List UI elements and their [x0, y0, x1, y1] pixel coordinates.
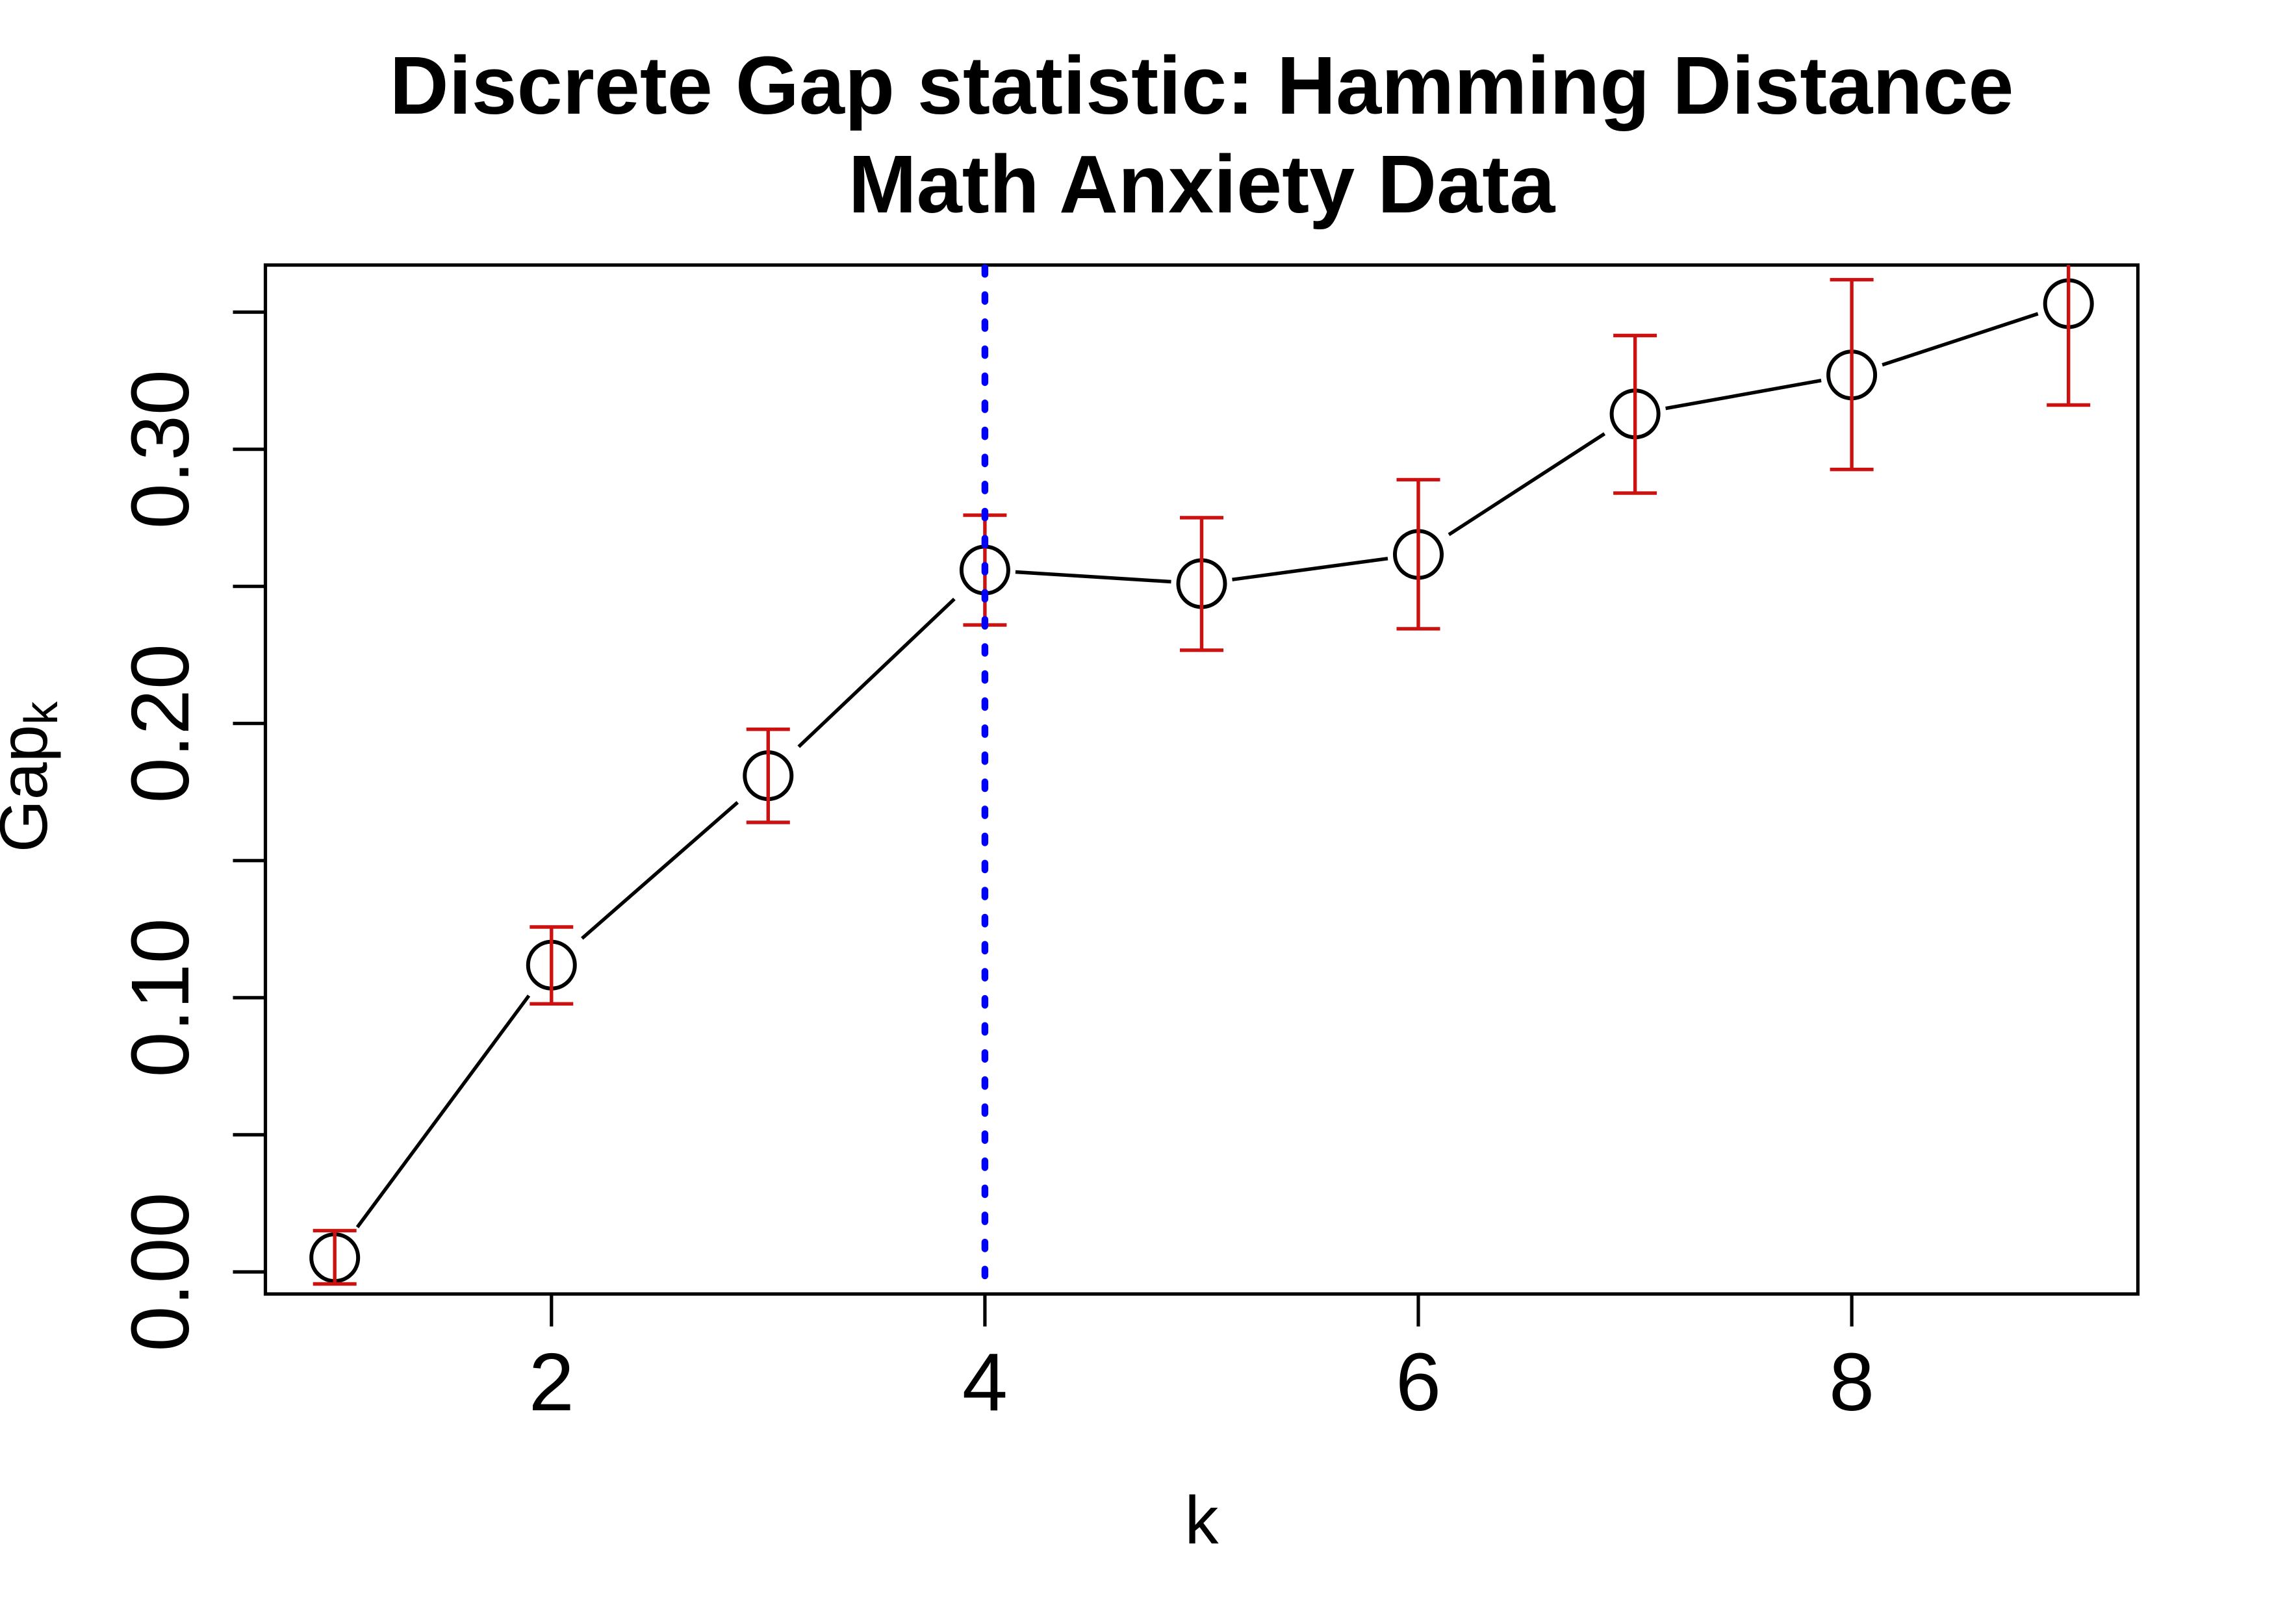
svg-text:0.30: 0.30	[114, 370, 206, 529]
svg-text:Math Anxiety Data: Math Anxiety Data	[849, 138, 1555, 230]
svg-text:8: 8	[1829, 1336, 1874, 1428]
svg-text:Discrete Gap statistic: Hammin: Discrete Gap statistic: Hamming Distance	[390, 40, 2014, 131]
svg-text:0.10: 0.10	[114, 918, 206, 1077]
svg-text:Gapk: Gapk	[0, 701, 68, 853]
svg-text:6: 6	[1396, 1336, 1441, 1428]
svg-text:k: k	[1185, 1483, 1220, 1558]
svg-text:0.00: 0.00	[114, 1192, 206, 1351]
svg-text:0.20: 0.20	[114, 644, 206, 803]
svg-text:4: 4	[962, 1336, 1008, 1428]
svg-text:2: 2	[529, 1336, 574, 1428]
